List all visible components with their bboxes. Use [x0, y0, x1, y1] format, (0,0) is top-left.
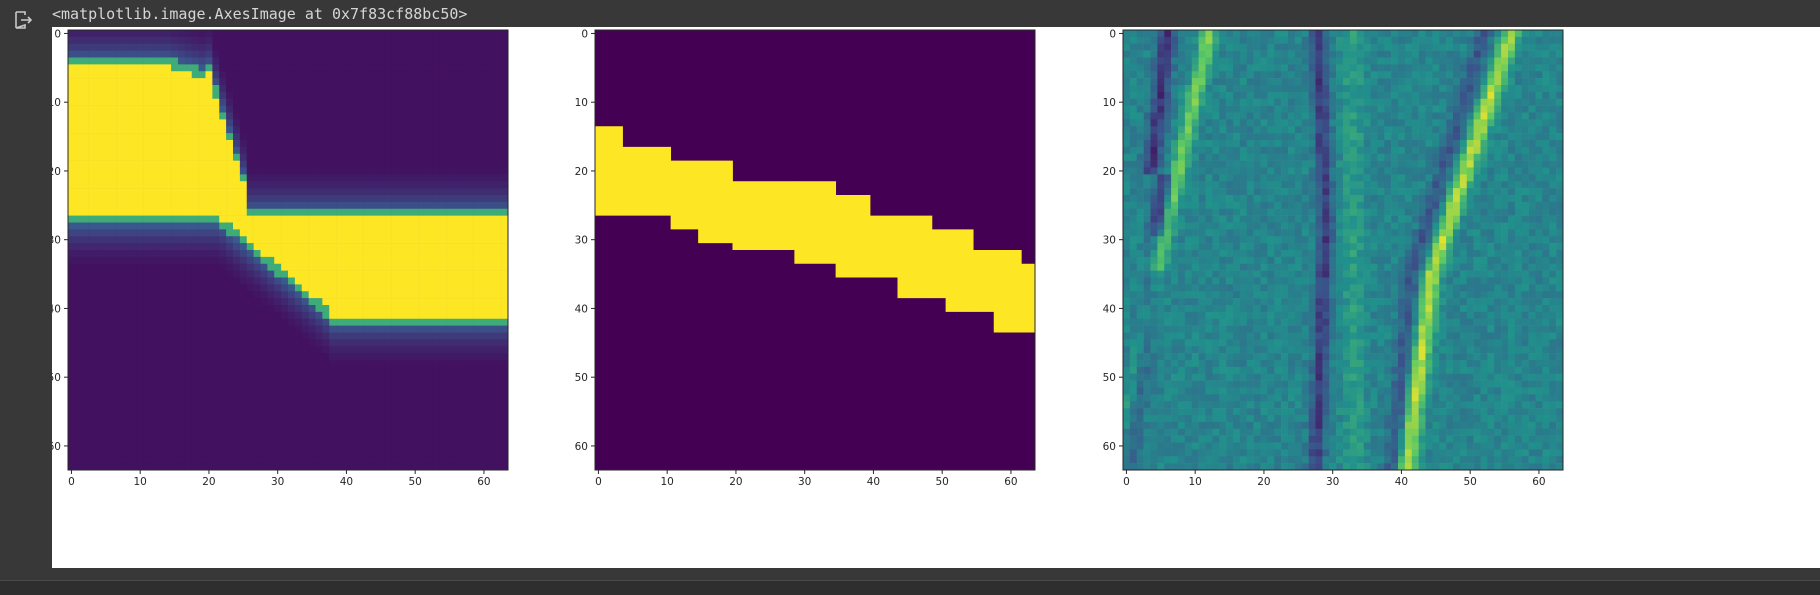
- x-tick-label: 60: [477, 476, 490, 488]
- y-tick-label: 40: [52, 303, 61, 315]
- band-segment: [946, 229, 974, 312]
- x-tick-label: 10: [134, 476, 147, 488]
- y-tick-label: 30: [52, 235, 61, 247]
- y-tick-label: 30: [1103, 235, 1116, 247]
- y-tick-label: 0: [54, 28, 61, 40]
- x-tick-label: 0: [68, 476, 75, 488]
- y-tick-label: 0: [1109, 28, 1116, 40]
- x-tick-label: 30: [1326, 476, 1339, 488]
- x-tick-label: 40: [1395, 476, 1408, 488]
- y-tick-label: 40: [575, 303, 588, 315]
- output-repr-text: <matplotlib.image.AxesImage at 0x7f83cf8…: [52, 5, 467, 23]
- band-segment: [898, 216, 933, 299]
- heatmap-1-image: [68, 30, 508, 470]
- x-tick-label: 60: [1532, 476, 1545, 488]
- x-tick-label: 50: [1464, 476, 1477, 488]
- y-tick-label: 50: [52, 372, 61, 384]
- x-tick-label: 20: [729, 476, 742, 488]
- x-tick-label: 20: [202, 476, 215, 488]
- x-tick-label: 10: [661, 476, 674, 488]
- y-tick-label: 20: [52, 166, 61, 178]
- y-tick-label: 30: [575, 235, 588, 247]
- y-tick-label: 20: [1103, 166, 1116, 178]
- y-tick-label: 50: [1103, 372, 1116, 384]
- y-tick-label: 20: [575, 166, 588, 178]
- y-tick-label: 60: [1103, 441, 1116, 453]
- y-tick-label: 60: [575, 441, 588, 453]
- band-segment: [994, 250, 1022, 333]
- band-segment: [623, 147, 672, 216]
- band-segment: [698, 161, 733, 244]
- band-segment: [794, 181, 836, 264]
- y-tick-label: 10: [1103, 97, 1116, 109]
- output-arrow-icon[interactable]: [13, 10, 33, 30]
- x-tick-label: 50: [409, 476, 422, 488]
- x-tick-label: 50: [936, 476, 949, 488]
- bottom-scrollbar[interactable]: [0, 580, 1820, 595]
- y-tick-label: 50: [575, 372, 588, 384]
- heatmap-3-image: [1123, 30, 1563, 470]
- x-tick-label: 30: [271, 476, 284, 488]
- band-segment: [1021, 264, 1035, 333]
- band-segment: [932, 229, 946, 298]
- x-tick-label: 20: [1257, 476, 1270, 488]
- x-tick-label: 60: [1004, 476, 1017, 488]
- band-segment: [595, 126, 623, 215]
- x-tick-label: 0: [595, 476, 602, 488]
- band-segment: [671, 161, 699, 230]
- y-tick-label: 0: [581, 28, 588, 40]
- x-tick-label: 30: [798, 476, 811, 488]
- x-tick-label: 40: [867, 476, 880, 488]
- x-tick-label: 40: [340, 476, 353, 488]
- y-tick-label: 60: [52, 441, 61, 453]
- figure-canvas: 0 10 20 30 40 50 60 0 10 20 30 40 50 60 0 10 20 30 40 50 60 0…: [52, 27, 1820, 568]
- heatmap-2-image: [595, 30, 1035, 470]
- band-segment: [836, 195, 871, 278]
- y-tick-label: 10: [52, 97, 61, 109]
- x-tick-label: 10: [1189, 476, 1202, 488]
- band-segment: [733, 181, 795, 250]
- band-segment: [973, 250, 994, 312]
- x-tick-label: 0: [1123, 476, 1130, 488]
- y-tick-label: 40: [1103, 303, 1116, 315]
- band-segment: [870, 216, 898, 278]
- y-tick-label: 10: [575, 97, 588, 109]
